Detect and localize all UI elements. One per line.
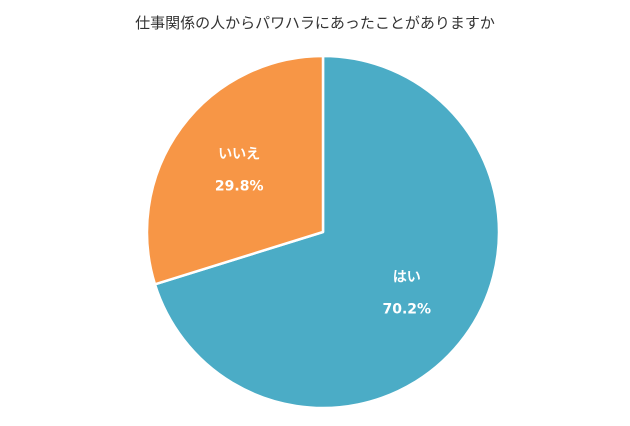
slice-label-1: いいえ <box>218 146 260 162</box>
slice-value-label-0: 70.2% <box>383 302 432 318</box>
slice-label-0: はい <box>393 270 421 286</box>
chart-title: 仕事関係の人からパワハラにあったことがありますか <box>135 14 495 32</box>
pie-slice-1 <box>145 54 325 286</box>
pie-slice-0 <box>153 54 501 410</box>
slice-value-label-1: 29.8% <box>215 178 264 194</box>
